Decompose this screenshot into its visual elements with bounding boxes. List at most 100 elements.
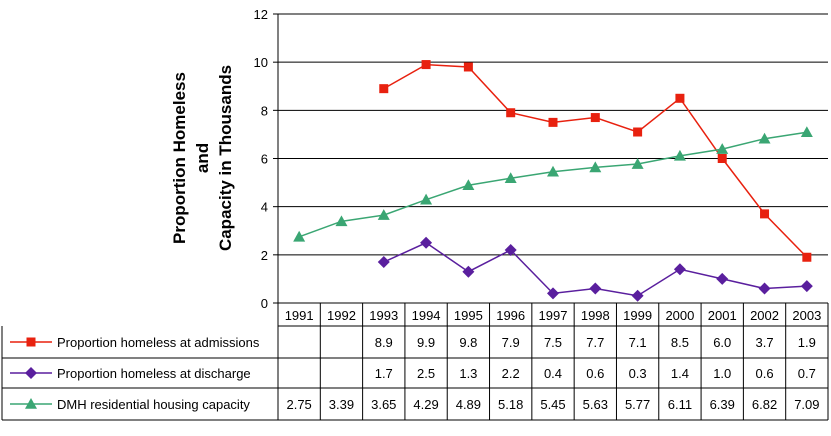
series-2-point-1998: [589, 282, 602, 295]
y-tick-label-2: 2: [261, 248, 268, 263]
data-label-s1-1994: 9.9: [417, 335, 435, 350]
data-label-s2-2003: 0.7: [798, 366, 816, 381]
series-1: [379, 60, 812, 262]
x-category-label-1998: 1998: [581, 308, 610, 323]
legend-label-2: Proportion homeless at discharge: [57, 366, 251, 381]
data-label-s3-1997: 5.45: [540, 397, 565, 412]
series-1-point-1995: [463, 62, 473, 72]
series-2-point-2002: [758, 282, 771, 295]
series-1-point-1994: [421, 60, 431, 70]
series-1-point-2002: [760, 209, 770, 219]
legend-marker-2: [25, 367, 37, 379]
plot-frame: [277, 14, 828, 304]
series-3: [293, 126, 813, 242]
series-3-point-1991: [293, 230, 306, 242]
series-3-point-2000: [673, 149, 686, 161]
data-label-s1-2000: 8.5: [671, 335, 689, 350]
data-label-s3-1996: 5.18: [498, 397, 523, 412]
y-tick-label-6: 6: [261, 152, 268, 167]
data-label-s1-1998: 7.7: [586, 335, 604, 350]
x-category-label-1995: 1995: [454, 308, 483, 323]
series-1-point-1993: [379, 84, 389, 94]
data-label-s2-1996: 2.2: [502, 366, 520, 381]
data-label-s1-2002: 3.7: [755, 335, 773, 350]
series-2-point-2001: [716, 272, 729, 285]
series-1-point-1997: [548, 117, 558, 127]
x-category-label-1996: 1996: [496, 308, 525, 323]
series-1-point-2001: [717, 154, 727, 163]
x-category-label-1999: 1999: [623, 308, 652, 323]
data-label-s3-1992: 3.39: [329, 397, 354, 412]
data-label-s3-1994: 4.29: [413, 397, 438, 412]
data-table: 1991 1992 1993 1994 1995 1996 1997 1998 1999 2000…: [1, 303, 829, 421]
data-label-s2-1999: 0.3: [629, 366, 647, 381]
series-3-point-1997: [547, 165, 559, 177]
data-label-s1-1999: 7.1: [629, 335, 647, 350]
series-2-point-1999: [631, 289, 644, 302]
series-2: [377, 236, 813, 302]
series-3-point-1995: [462, 179, 475, 191]
series-3-point-1996: [504, 172, 517, 184]
x-category-label-1992: 1992: [327, 308, 356, 323]
x-category-label-2002: 2002: [750, 308, 779, 323]
series-2-point-1993: [377, 256, 390, 269]
series-2-point-1994: [420, 236, 433, 249]
series-3-point-2001: [716, 143, 729, 154]
gridlines: [278, 13, 828, 256]
data-label-s3-2001: 6.39: [710, 397, 735, 412]
data-label-s1-1995: 9.8: [459, 335, 477, 350]
series-3-point-1992: [335, 215, 348, 227]
data-label-s2-1993: 1.7: [375, 366, 393, 381]
series-1-point-1999: [633, 127, 643, 137]
series-3-point-1998: [589, 161, 602, 173]
legend-label-1: Proportion homeless at admissions: [57, 335, 260, 350]
y-axis-title: Proportion Homeless and Capacity in Thou…: [170, 65, 235, 251]
series-1-line: [383, 63, 808, 258]
series-2-point-1996: [504, 244, 517, 257]
data-label-s1-2001: 6.0: [713, 335, 731, 350]
data-label-s3-2002: 6.82: [752, 397, 777, 412]
data-label-s1-1993: 8.9: [375, 335, 393, 350]
x-category-label-2001: 2001: [708, 308, 737, 323]
series-2-point-1997: [547, 287, 559, 300]
series-1-point-2000: [675, 93, 685, 103]
data-label-s2-2001: 1.0: [713, 366, 731, 381]
data-label-s2-1994: 2.5: [417, 366, 435, 381]
y-tick-label-4: 4: [261, 200, 268, 215]
data-label-s1-1997: 7.5: [544, 335, 562, 350]
legend-marker-1: [26, 337, 36, 347]
x-category-label-2003: 2003: [792, 308, 821, 323]
series-3-point-1994: [420, 193, 433, 205]
x-category-label-2000: 2000: [665, 308, 694, 323]
data-label-s3-2003: 7.09: [794, 397, 819, 412]
legend-row-2: Proportion homeless at discharge 1.7 2.5 1.…: [10, 366, 816, 381]
series-3-point-2002: [758, 132, 771, 144]
y-tick-label-0: 0: [261, 296, 268, 311]
x-category-label-1994: 1994: [412, 308, 441, 323]
legend-marker-3: [25, 398, 37, 409]
data-label-s3-1999: 5.77: [625, 397, 650, 412]
legend-row-1: Proportion homeless at admissions 8.9 9.9 9…: [10, 335, 816, 350]
y-axis-title-line-3: Capacity in Thousands: [216, 65, 235, 251]
x-category-label-1993: 1993: [369, 308, 398, 323]
series-3-line: [298, 131, 807, 238]
data-label-s3-1993: 3.65: [371, 397, 396, 412]
data-label-s3-1995: 4.89: [456, 397, 481, 412]
series-3-point-2003: [800, 126, 813, 138]
series-3-point-1993: [377, 209, 390, 220]
series-3-point-1999: [631, 158, 644, 169]
series-2-point-2003: [800, 280, 813, 293]
data-label-s2-1995: 1.3: [459, 366, 477, 381]
series-1-point-1996: [506, 108, 516, 118]
data-label-s3-1991: 2.75: [286, 397, 311, 412]
series-1-point-1998: [590, 113, 600, 123]
data-label-s2-1997: 0.4: [544, 366, 562, 381]
y-axis-title-line-1: Proportion Homeless: [170, 72, 189, 244]
data-label-s3-1998: 5.63: [583, 397, 608, 412]
x-category-label-1997: 1997: [539, 308, 568, 323]
data-label-s3-2000: 6.11: [668, 397, 692, 412]
series-2-point-2000: [673, 263, 686, 276]
y-axis-ticks: 0 2 4 6 8 10 12: [254, 7, 278, 311]
y-axis-title-line-2: and: [193, 143, 212, 173]
